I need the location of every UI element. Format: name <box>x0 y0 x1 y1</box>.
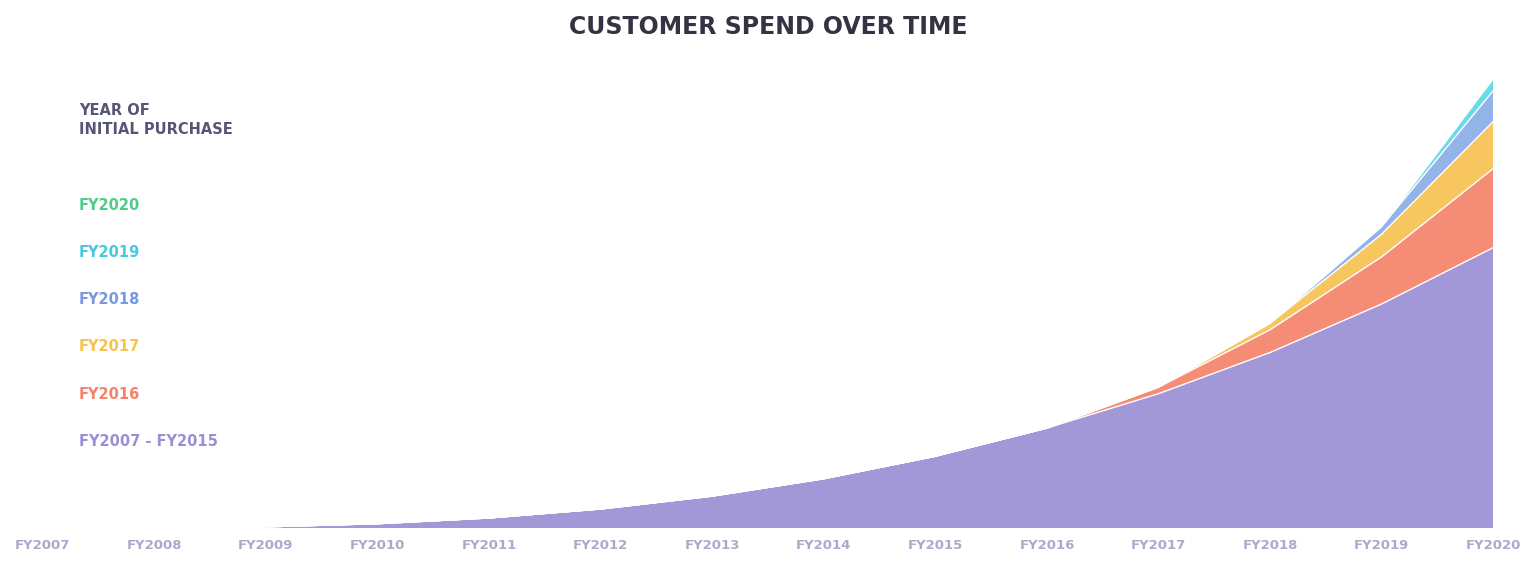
Text: FY2020: FY2020 <box>78 198 140 213</box>
Text: FY2019: FY2019 <box>78 245 140 260</box>
Text: FY2017: FY2017 <box>78 339 140 354</box>
Text: FY2018: FY2018 <box>78 292 140 307</box>
Text: FY2007 - FY2015: FY2007 - FY2015 <box>78 434 218 449</box>
Title: CUSTOMER SPEND OVER TIME: CUSTOMER SPEND OVER TIME <box>568 15 968 39</box>
Text: YEAR OF
INITIAL PURCHASE: YEAR OF INITIAL PURCHASE <box>78 104 232 137</box>
Text: FY2016: FY2016 <box>78 387 140 402</box>
